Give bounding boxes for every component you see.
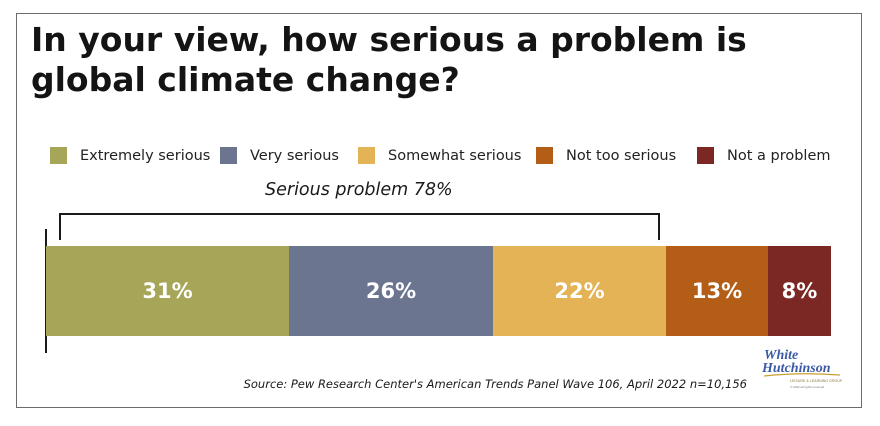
bar-segment-very-serious: 26% [289, 246, 493, 336]
legend-label: Extremely serious [80, 147, 211, 164]
white-hutchinson-logo: White Hutchinson LEISURE & LEARNING GROU… [761, 348, 843, 389]
legend-label: Not a problem [727, 147, 831, 164]
bar-data-label: 31% [142, 279, 193, 303]
bar-data-label: 22% [554, 279, 605, 303]
legend-swatch [358, 147, 375, 164]
legend-swatch [220, 147, 237, 164]
bar-data-label: 26% [365, 279, 417, 303]
legend-label: Not too serious [566, 147, 677, 164]
legend-item-extremely-serious: Extremely serious [50, 147, 210, 164]
legend-label: Very serious [250, 147, 339, 164]
legend-item-not-too-serious: Not too serious [536, 147, 676, 164]
logo-tagline: LEISURE & LEARNING GROUP [790, 379, 843, 383]
source-note: Source: Pew Research Center's American T… [243, 377, 747, 391]
serious-problem-bracket [59, 213, 660, 240]
logo-copyright: © 2022 all rights reserved [790, 385, 825, 389]
legend-item-very-serious: Very serious [220, 147, 339, 164]
bracket-label: Serious problem 78% [265, 180, 453, 200]
chart-title: In your view, how serious a problem is g… [31, 20, 747, 99]
bar-data-label: 13% [691, 279, 743, 303]
legend-item-not-a-problem: Not a problem [697, 147, 831, 164]
bar-data-label: 8% [781, 279, 818, 303]
bar-segment-not-a-problem: 8% [768, 246, 831, 336]
bar-segment-extremely-serious: 31% [46, 246, 289, 336]
legend-swatch [697, 147, 714, 164]
bar-segment-not-too-serious: 13% [666, 246, 768, 336]
legend-item-somewhat-serious: Somewhat serious [358, 147, 521, 164]
logo-line1: White [764, 348, 798, 363]
logo-swoosh [763, 373, 841, 377]
legend-swatch [50, 147, 67, 164]
chart-frame [16, 13, 862, 408]
legend-swatch [536, 147, 553, 164]
logo-line2: Hutchinson [761, 361, 831, 376]
bar-segment-somewhat-serious: 22% [493, 246, 666, 336]
legend-label: Somewhat serious [388, 147, 522, 164]
